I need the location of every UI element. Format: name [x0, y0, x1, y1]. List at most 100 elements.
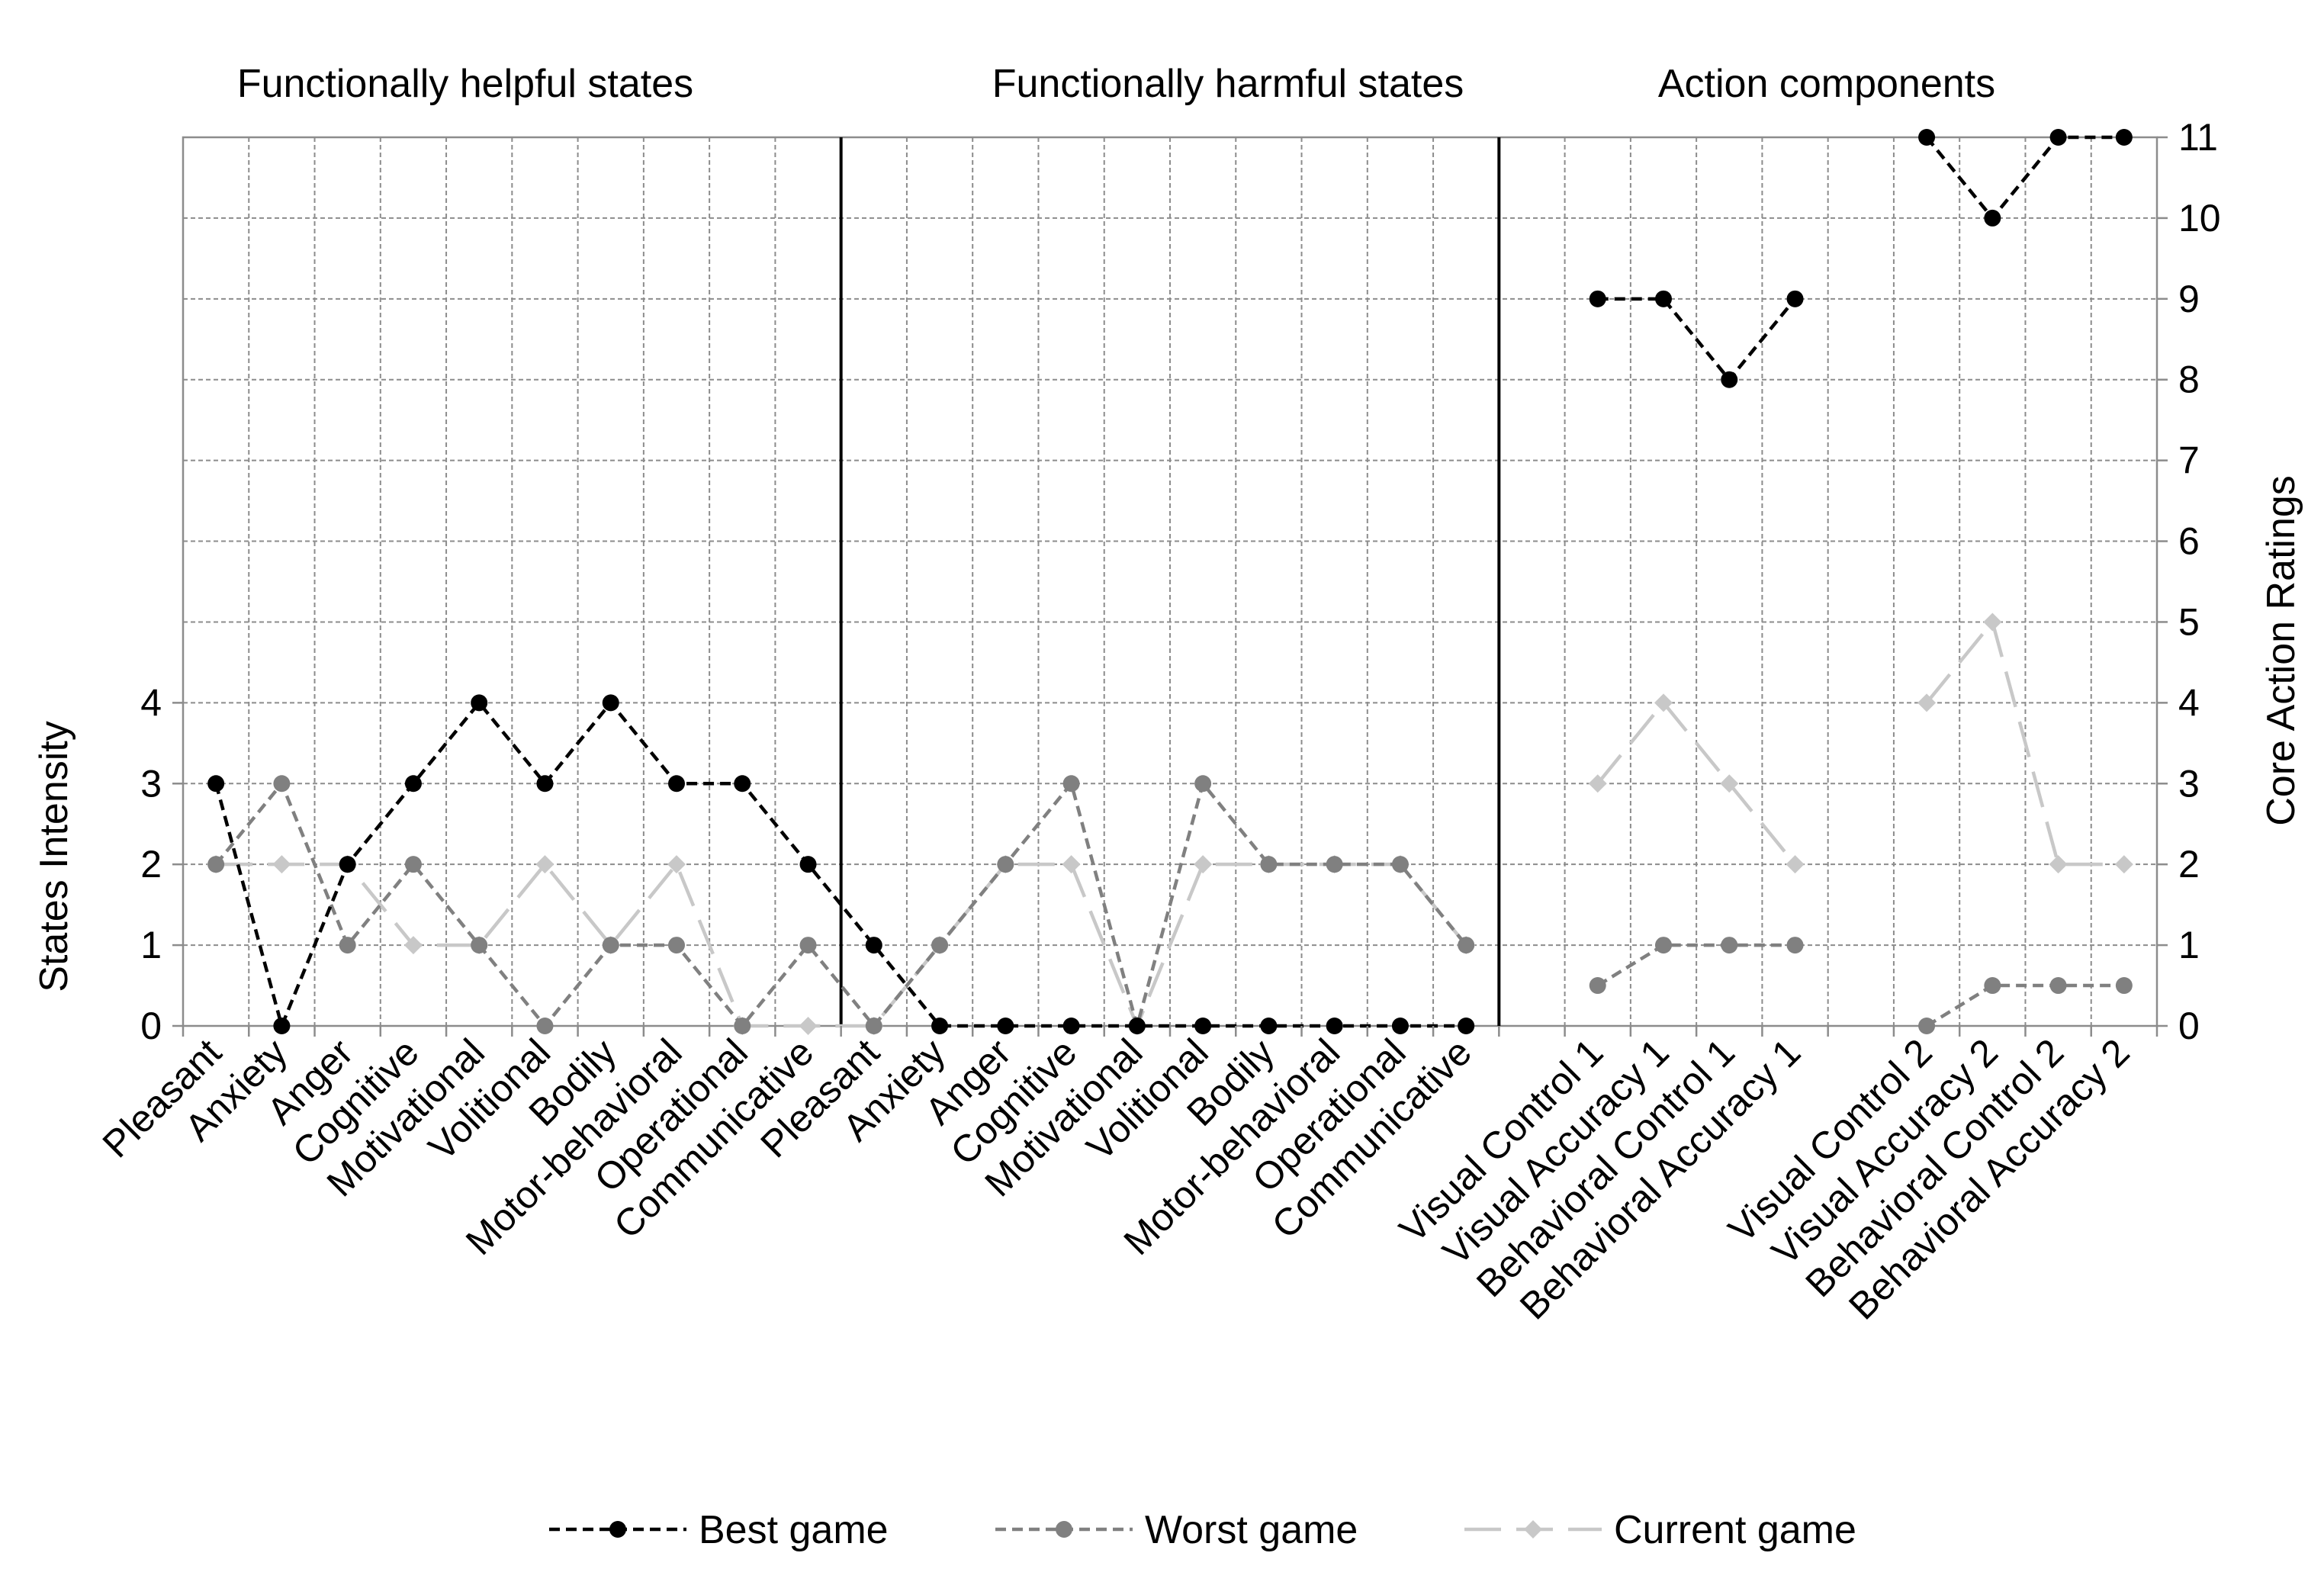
y-axis-right-tick-label: 2 — [2178, 843, 2200, 886]
data-point-best-game — [799, 856, 817, 873]
series-line-current-game — [1596, 699, 1797, 866]
data-point-worst-game — [207, 856, 225, 873]
y-axis-right-tick-label: 8 — [2178, 358, 2200, 401]
legend-label-current-game: Current game — [1614, 1508, 1856, 1552]
data-point-best-game — [1260, 1018, 1278, 1034]
data-point-current-game — [667, 855, 686, 874]
data-point-current-game — [403, 936, 423, 955]
legend-item-worst-game: Worst game — [995, 1508, 1358, 1552]
data-point-current-game — [1654, 693, 1673, 712]
data-point-worst-game — [536, 1018, 554, 1034]
data-point-current-game — [1786, 855, 1805, 874]
legend-label-best-game: Best game — [699, 1508, 889, 1552]
legend: Best game Worst game Current game — [549, 1508, 1856, 1552]
data-point-best-game — [1062, 1018, 1080, 1034]
series-line-best-game — [214, 699, 1467, 1032]
data-point-worst-game — [1194, 775, 1212, 793]
data-point-current-game — [1062, 855, 1081, 874]
data-point-current-game — [272, 855, 291, 874]
data-point-worst-game — [1260, 856, 1278, 873]
series-line-current-game — [1925, 618, 2124, 866]
data-point-best-game — [997, 1018, 1014, 1034]
data-point-current-game — [535, 855, 554, 874]
data-point-current-game — [1917, 693, 1937, 712]
legend-item-best-game: Best game — [549, 1508, 889, 1552]
data-point-best-game — [1128, 1018, 1146, 1034]
data-point-worst-game — [1655, 937, 1672, 954]
data-point-worst-game — [734, 1018, 751, 1034]
y-axis-left-tick-label: 3 — [140, 762, 162, 805]
series-worst-game — [207, 775, 2133, 1034]
data-point-best-game — [1655, 290, 1672, 307]
data-point-worst-game — [1589, 977, 1606, 995]
data-point-worst-game — [1062, 775, 1080, 793]
data-point-worst-game — [404, 856, 422, 873]
data-point-worst-game — [931, 937, 949, 954]
data-point-best-game — [1918, 129, 1936, 146]
y-axis-right-tick-label: 4 — [2178, 681, 2200, 724]
grid — [182, 136, 2158, 1027]
series-line-worst-game — [1925, 983, 2124, 1027]
data-point-worst-game — [1326, 856, 1343, 873]
y-axis-right-tick-label: 10 — [2178, 197, 2221, 240]
data-point-best-game — [668, 775, 685, 793]
y-axis-right-title: Core Action Ratings — [2259, 475, 2303, 826]
section-title-harmful: Functionally harmful states — [992, 62, 1464, 106]
section-title-helpful: Functionally helpful states — [237, 62, 693, 106]
data-point-worst-game — [602, 937, 619, 954]
y-axis-right-tick-label: 1 — [2178, 924, 2200, 966]
data-point-best-game — [865, 937, 882, 954]
y-axis-right-tick-label: 11 — [2178, 116, 2218, 159]
data-point-best-game — [1458, 1018, 1475, 1034]
data-point-worst-game — [799, 937, 817, 954]
data-point-current-game — [1983, 612, 2002, 632]
y-axis-left-title: States Intensity — [32, 721, 76, 992]
data-point-worst-game — [1984, 977, 2001, 995]
data-point-best-game — [931, 1018, 949, 1034]
data-point-best-game — [1721, 371, 1738, 388]
data-point-best-game — [602, 694, 619, 712]
data-point-worst-game — [339, 937, 356, 954]
y-axis-left-tick-label: 1 — [140, 924, 162, 966]
legend-marker-best-game — [609, 1521, 626, 1538]
section-dividers — [839, 137, 1501, 1026]
data-point-worst-game — [1391, 856, 1409, 873]
legend-marker-current-game — [1524, 1520, 1542, 1538]
data-point-best-game — [1984, 209, 2001, 227]
data-point-best-game — [2049, 129, 2067, 146]
labels: 0123401234567891011PleasantAnxietyAngerC… — [95, 116, 2221, 1328]
data-point-best-game — [1326, 1018, 1343, 1034]
y-axis-left-tick-label: 4 — [140, 681, 162, 724]
legend-label-worst-game: Worst game — [1145, 1508, 1358, 1552]
data-point-current-game — [2049, 855, 2068, 874]
data-point-best-game — [734, 775, 751, 793]
data-point-best-game — [1194, 1018, 1212, 1034]
data-point-worst-game — [1786, 937, 1804, 954]
data-point-worst-game — [273, 775, 291, 793]
data-point-current-game — [1588, 774, 1607, 793]
section-title-action: Action components — [1658, 62, 1995, 106]
data-point-current-game — [1194, 855, 1213, 874]
data-point-current-game — [2114, 855, 2133, 874]
axis-ticks — [172, 136, 2168, 1037]
data-point-current-game — [799, 1017, 818, 1035]
data-point-best-game — [339, 856, 356, 873]
series-line-best-game — [1597, 297, 1797, 383]
legend-item-current-game: Current game — [1464, 1508, 1856, 1552]
data-point-worst-game — [1721, 937, 1738, 954]
y-axis-right-tick-label: 9 — [2178, 278, 2200, 320]
data-point-worst-game — [865, 1018, 882, 1034]
data-point-worst-game — [1458, 937, 1475, 954]
data-point-worst-game — [2115, 977, 2133, 995]
data-point-best-game — [471, 694, 488, 712]
y-axis-right-tick-label: 5 — [2178, 600, 2200, 643]
data-point-best-game — [1786, 290, 1804, 307]
y-axis-right-tick-label: 0 — [2178, 1005, 2200, 1047]
series-line-worst-game — [1596, 943, 1795, 987]
data-point-best-game — [207, 775, 225, 793]
data-point-best-game — [536, 775, 554, 793]
data-point-worst-game — [471, 937, 488, 954]
y-axis-left-tick-label: 2 — [140, 843, 162, 886]
data-point-best-game — [273, 1018, 291, 1034]
